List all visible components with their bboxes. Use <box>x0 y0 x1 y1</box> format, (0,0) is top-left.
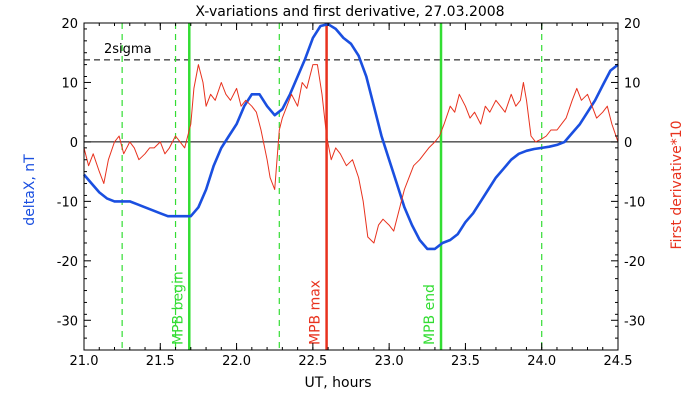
y-tick-label-left: -30 <box>57 314 78 329</box>
y-tick-label-left: -10 <box>57 195 78 210</box>
y-tick-label-left: 20 <box>61 17 78 32</box>
y-tick-label-left: 10 <box>61 76 78 91</box>
marker-label: MPB max <box>308 280 324 345</box>
x-tick-label: 22.0 <box>222 354 251 369</box>
axes-layer: 21.0 21.5 22.0 22.5 23.0 23.5 24.0 24.5 20 20 10 10… <box>57 17 645 369</box>
x-tick-label: 24.0 <box>527 354 556 369</box>
y-axis-left-label: deltaX, nT <box>22 154 38 226</box>
y-tick-label-right: 10 <box>624 76 641 91</box>
marker-label: MPB end <box>422 284 438 345</box>
y-tick-label-left: 0 <box>70 136 78 151</box>
series-line-derivative <box>83 64 619 244</box>
y-tick-label-right: -20 <box>624 255 645 270</box>
x-tick-label: 21.0 <box>70 354 99 369</box>
x-axis-label: UT, hours <box>304 375 371 391</box>
marker-label: MPB begin <box>170 271 186 345</box>
x-tick-label: 23.5 <box>451 354 480 369</box>
y-tick-label-right: -30 <box>624 314 645 329</box>
y-tick-label-right: -10 <box>624 195 645 210</box>
x-tick-label: 24.5 <box>604 354 633 369</box>
x-tick-label: 21.5 <box>146 354 175 369</box>
y-tick-label-left: -20 <box>57 255 78 270</box>
plot-frame <box>83 22 619 351</box>
x-tick-label: 22.5 <box>298 354 327 369</box>
x-tick-label: 23.0 <box>375 354 404 369</box>
sigma-label: 2sigma <box>104 42 152 57</box>
y-tick-label-right: 20 <box>624 17 641 32</box>
y-tick-label-right: 0 <box>624 136 632 151</box>
series-line-deltax <box>83 22 619 251</box>
chart-title: X-variations and first derivative, 27.03… <box>195 4 504 20</box>
y-axis-right-label: First derivative*10 <box>669 120 685 249</box>
plot-layer: 2sigma MPB begin MPB max MPB end <box>83 22 619 350</box>
